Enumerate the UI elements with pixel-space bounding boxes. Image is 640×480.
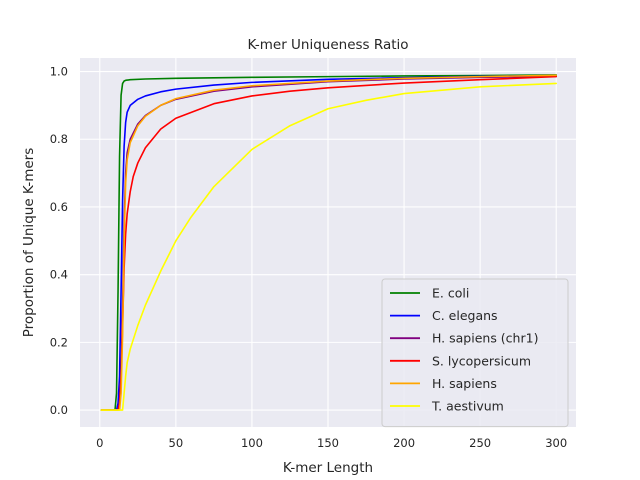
legend-box (381, 278, 569, 428)
series-line-1 (100, 74, 558, 411)
y-tick-label: 0.6 (50, 200, 68, 214)
y-tick-label: 1.0 (50, 65, 68, 79)
y-tick-label: 0.8 (50, 132, 68, 146)
series-lines (100, 74, 558, 411)
x-tick-label: 200 (393, 436, 415, 450)
x-tick-label: 0 (96, 436, 103, 450)
y-tick-label: 0.0 (50, 403, 68, 417)
y-tick-labels: 0.0 0.2 0.4 0.6 0.8 1.0 (50, 65, 68, 418)
legend-label-1: C. elegans (432, 308, 498, 323)
legend: E. coli C. elegans H. sapiens (chr1) S. lyc… (381, 278, 569, 428)
x-axis-label: K-mer Length (283, 460, 373, 476)
x-tick-label: 250 (469, 436, 491, 450)
legend-label-5: T. aestivum (431, 399, 504, 414)
x-tick-label: 100 (241, 436, 263, 450)
y-tick-label: 0.2 (50, 335, 68, 349)
x-tick-label: 150 (317, 436, 339, 450)
series-line-4 (100, 74, 558, 411)
series-line-5 (100, 82, 558, 411)
legend-label-4: H. sapiens (432, 376, 497, 391)
x-tick-label: 300 (545, 436, 567, 450)
y-axis-label: Proportion of Unique K-mers (21, 148, 37, 338)
x-tick-labels: 0 50 100 150 200 250 300 (96, 436, 567, 450)
legend-label-2: H. sapiens (chr1) (432, 331, 538, 346)
series-line-0 (100, 74, 558, 411)
y-tick-label: 0.4 (50, 268, 68, 282)
legend-label-3: S. lycopersicum (432, 353, 531, 368)
chart-title: K-mer Uniqueness Ratio (247, 37, 408, 53)
legend-label-0: E. coli (432, 286, 469, 301)
x-tick-label: 50 (169, 436, 184, 450)
